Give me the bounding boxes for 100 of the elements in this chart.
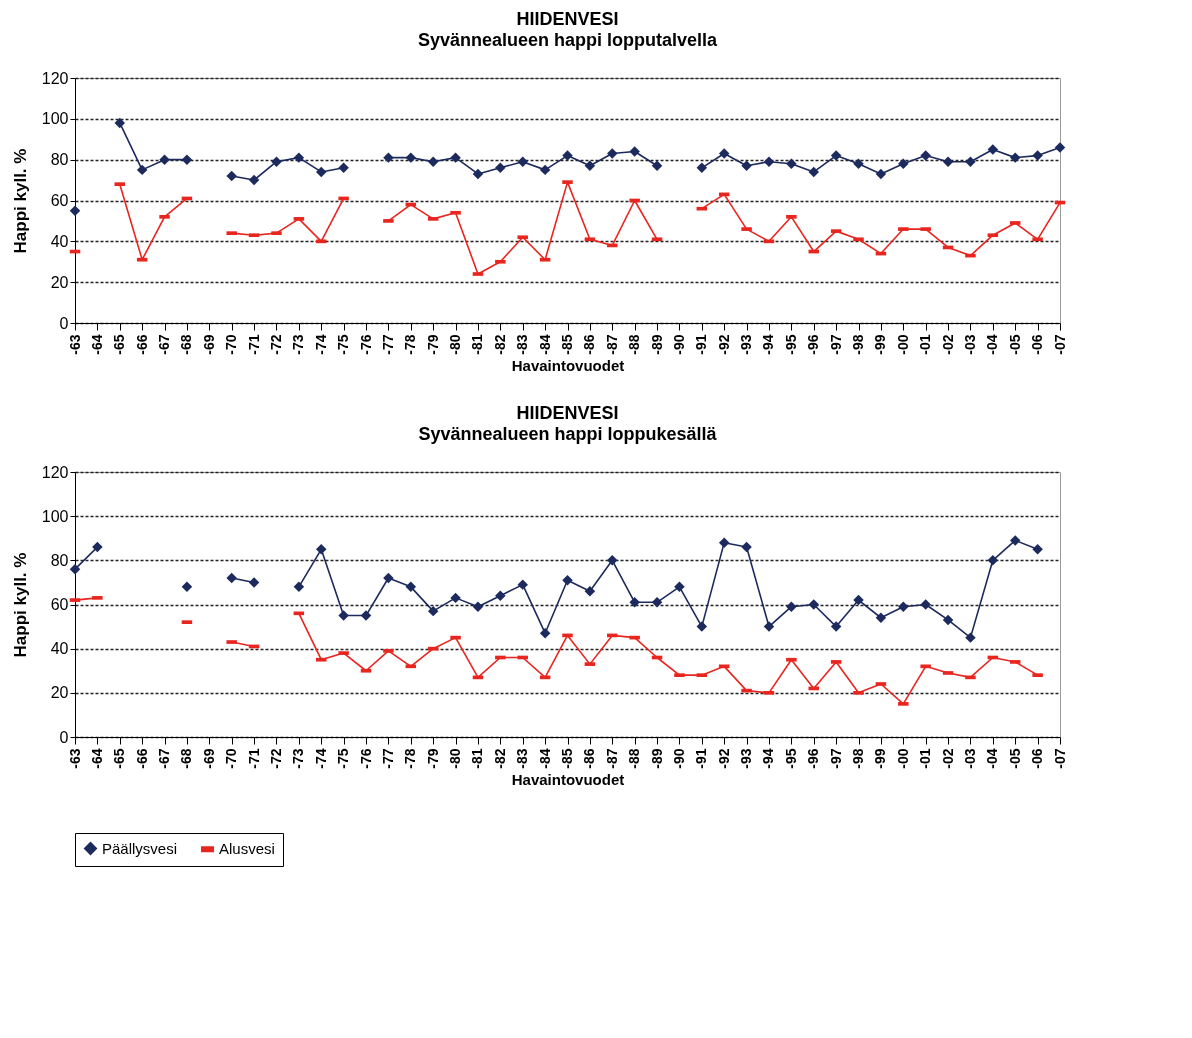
x-tick-label: -95 bbox=[782, 748, 799, 769]
x-tick-label: -91 bbox=[693, 748, 710, 769]
x-tick-label: -64 bbox=[88, 334, 105, 355]
x-tick-label: -73 bbox=[290, 334, 307, 355]
y-tick-label: 40 bbox=[50, 640, 69, 658]
x-tick-label: -92 bbox=[715, 334, 732, 355]
x-tick-label: -82 bbox=[491, 748, 508, 769]
x-tick-label: -01 bbox=[917, 334, 934, 355]
x-tick-label: -96 bbox=[805, 334, 822, 355]
x-tick-label: -76 bbox=[357, 334, 374, 355]
y-tick-label: 20 bbox=[50, 684, 69, 702]
x-tick-label: -63 bbox=[66, 748, 83, 769]
x-tick-label: -63 bbox=[66, 334, 83, 355]
x-tick-label: -90 bbox=[670, 748, 687, 769]
x-tick-label: -88 bbox=[626, 748, 643, 769]
x-tick-label: -67 bbox=[156, 334, 173, 355]
x-tick-label: -69 bbox=[200, 748, 217, 769]
x-tick-label: -04 bbox=[984, 748, 1001, 769]
x-tick-label: -67 bbox=[156, 748, 173, 769]
x-tick-label: -05 bbox=[1006, 334, 1023, 355]
x-tick-label: -87 bbox=[603, 748, 620, 769]
x-tick-label: -84 bbox=[536, 334, 553, 355]
x-tick-label: -72 bbox=[267, 748, 284, 769]
x-tick-label: -66 bbox=[133, 334, 150, 355]
x-tick-label: -99 bbox=[872, 334, 889, 355]
x-tick-label: -80 bbox=[447, 748, 464, 769]
x-tick-label: -06 bbox=[1029, 334, 1046, 355]
x-tick-label: -69 bbox=[200, 334, 217, 355]
y-tick-label: 100 bbox=[41, 507, 69, 525]
x-tick-label: -81 bbox=[469, 334, 486, 355]
x-tick-label: -00 bbox=[894, 334, 911, 355]
x-tick-label: -99 bbox=[872, 748, 889, 769]
x-tick-label: -64 bbox=[88, 748, 105, 769]
x-tick-label: -85 bbox=[559, 334, 575, 355]
x-tick-label: -95 bbox=[782, 334, 799, 355]
x-tick-label: -78 bbox=[402, 748, 419, 769]
x-tick-label: -79 bbox=[424, 748, 441, 769]
x-tick-label: -75 bbox=[335, 748, 352, 769]
chart-subtitle: Syvännealueen happi loppukesällä bbox=[418, 424, 718, 444]
x-tick-label: -71 bbox=[245, 334, 262, 355]
x-tick-label: -70 bbox=[223, 748, 240, 769]
x-tick-label: -94 bbox=[760, 748, 777, 769]
y-tick-label: 0 bbox=[59, 728, 69, 746]
x-tick-label: -07 bbox=[1051, 748, 1068, 769]
x-tick-label: -76 bbox=[357, 748, 374, 769]
x-tick-label: -83 bbox=[514, 334, 531, 355]
x-tick-label: -90 bbox=[670, 334, 687, 355]
y-axis-title: Happi kyll. % bbox=[10, 148, 30, 254]
x-tick-label: -70 bbox=[223, 334, 240, 355]
x-tick-label: -03 bbox=[961, 748, 978, 769]
y-tick-label: 60 bbox=[50, 192, 69, 209]
x-tick-label: -96 bbox=[805, 748, 822, 769]
y-tick-label: 80 bbox=[50, 551, 69, 569]
y-tick-label: 20 bbox=[50, 273, 69, 291]
chart-title: HIIDENVESI bbox=[516, 403, 619, 423]
x-tick-label: -75 bbox=[335, 334, 352, 355]
x-tick-label: -71 bbox=[245, 748, 262, 769]
x-tick-label: -81 bbox=[469, 748, 486, 769]
x-tick-label: -72 bbox=[267, 334, 284, 355]
x-tick-label: -89 bbox=[648, 748, 665, 769]
x-tick-label: -05 bbox=[1006, 748, 1023, 769]
x-tick-label: -03 bbox=[961, 334, 978, 355]
x-tick-label: -91 bbox=[693, 334, 710, 355]
x-tick-label: -86 bbox=[581, 748, 598, 769]
x-tick-label: -01 bbox=[917, 748, 934, 769]
y-tick-label: 60 bbox=[50, 596, 69, 613]
y-tick-label: 40 bbox=[50, 232, 69, 250]
x-tick-label: -85 bbox=[559, 748, 575, 769]
x-tick-label: -88 bbox=[626, 334, 643, 355]
x-tick-label: -65 bbox=[111, 748, 128, 769]
x-tick-label: -68 bbox=[178, 748, 195, 769]
x-axis-title: Havaintovuodet bbox=[511, 356, 625, 374]
x-tick-label: -86 bbox=[581, 334, 598, 355]
x-tick-label: -87 bbox=[603, 334, 620, 355]
x-tick-label: -00 bbox=[894, 748, 911, 769]
x-tick-label: -74 bbox=[312, 748, 329, 769]
y-tick-label: 120 bbox=[41, 69, 69, 87]
y-tick-label: 80 bbox=[50, 151, 69, 169]
x-tick-label: -93 bbox=[738, 748, 755, 769]
x-tick-label: -02 bbox=[939, 748, 956, 769]
x-tick-label: -84 bbox=[536, 748, 553, 769]
x-tick-label: -98 bbox=[850, 334, 867, 355]
x-tick-label: -78 bbox=[402, 334, 419, 355]
x-tick-label: -68 bbox=[178, 334, 195, 355]
x-tick-label: -06 bbox=[1029, 748, 1046, 769]
x-tick-label: -77 bbox=[379, 334, 396, 355]
x-tick-label: -66 bbox=[133, 748, 150, 769]
x-tick-label: -82 bbox=[491, 334, 508, 355]
chart-subtitle: Syvännealueen happi lopputalvella bbox=[417, 30, 719, 50]
x-tick-label: -02 bbox=[939, 334, 956, 355]
y-tick-label: 100 bbox=[41, 110, 69, 128]
legend-label: Päällysvesi bbox=[102, 839, 178, 857]
x-tick-label: -83 bbox=[514, 748, 531, 769]
x-tick-label: -98 bbox=[850, 748, 867, 769]
x-tick-label: -94 bbox=[760, 334, 777, 355]
x-tick-label: -79 bbox=[424, 334, 441, 355]
x-tick-label: -97 bbox=[827, 748, 844, 769]
y-axis-title: Happi kyll. % bbox=[10, 552, 30, 658]
y-tick-label: 120 bbox=[41, 463, 69, 481]
x-tick-label: -77 bbox=[379, 748, 396, 769]
